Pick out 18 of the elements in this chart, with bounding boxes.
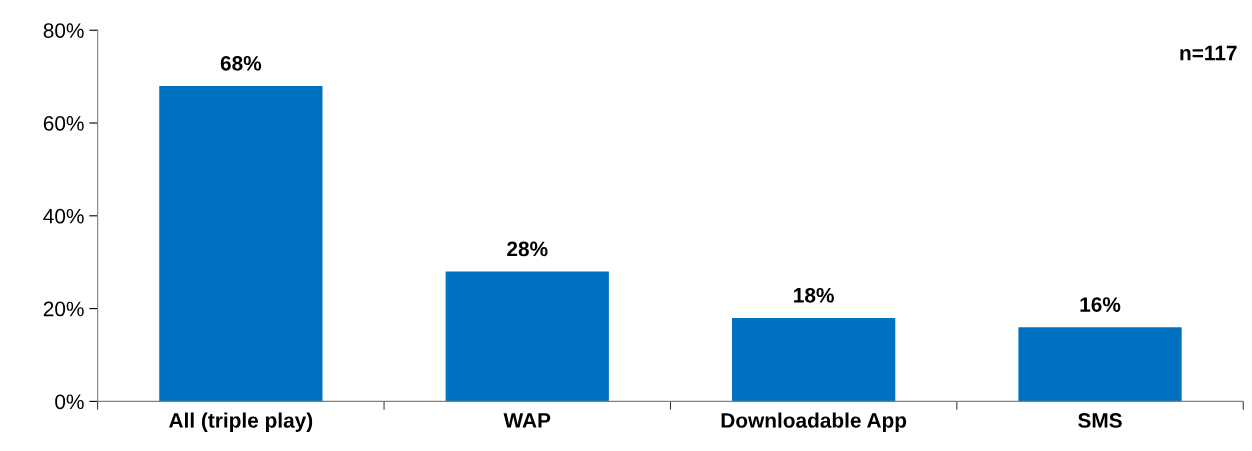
x-tick-label: WAP bbox=[503, 413, 551, 428]
bar bbox=[1018, 327, 1182, 402]
data-label: 18% bbox=[794, 287, 834, 303]
data-label: 68% bbox=[220, 55, 262, 71]
y-tick-label: 60% bbox=[43, 116, 84, 131]
data-label: 28% bbox=[507, 241, 548, 257]
annotation: n=117 bbox=[1180, 45, 1237, 61]
x-tick-label: SMS bbox=[1078, 413, 1122, 428]
y-tick-label: 20% bbox=[43, 301, 84, 317]
y-tick-label: 80% bbox=[43, 23, 84, 38]
bar bbox=[445, 271, 609, 402]
bar bbox=[159, 85, 323, 402]
x-tick-label: Downloadable App bbox=[721, 412, 907, 432]
data-label: 16% bbox=[1080, 297, 1121, 312]
x-tick-label: All (triple play) bbox=[169, 412, 313, 432]
y-tick-label: 0% bbox=[55, 394, 84, 410]
bar bbox=[732, 317, 896, 402]
y-tick-label: 40% bbox=[43, 208, 84, 224]
